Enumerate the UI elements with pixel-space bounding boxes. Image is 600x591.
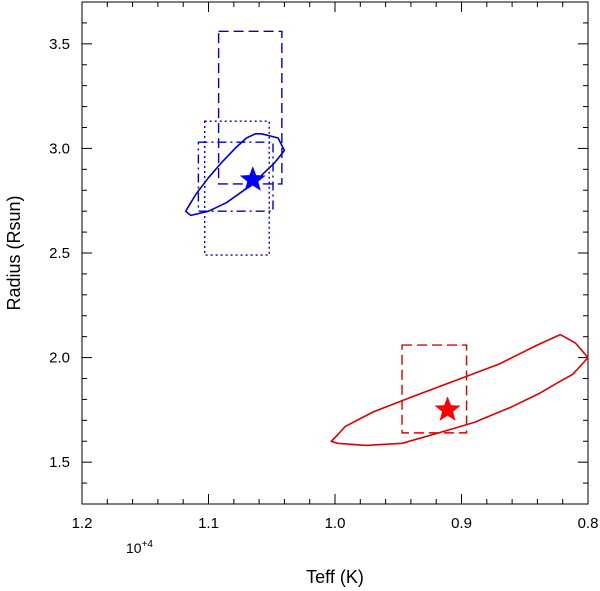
- y-tick-label: 3.0: [49, 140, 70, 157]
- tick-labels: 1.2 1.1 1.0 0.9 0.8 1.5 2.0 2.5 3.0 3.5: [49, 36, 598, 532]
- y-tick-label: 2.0: [49, 350, 70, 367]
- red-component: [330, 333, 589, 447]
- x-tick-label: 1.2: [72, 515, 93, 532]
- blue-component-dotted-box: [204, 120, 270, 256]
- y-tick-label: 1.5: [49, 454, 70, 471]
- blue-component-dashed-box: [217, 30, 283, 185]
- x-tick-label: 0.8: [578, 515, 599, 532]
- red-component-star-marker: [434, 396, 461, 421]
- y-tick-label: 3.5: [49, 36, 70, 53]
- plot-frame: [81, 1, 589, 505]
- red-component-contour: [330, 333, 589, 447]
- axis-ticks: [81, 1, 589, 505]
- y-tick-label: 2.5: [49, 245, 70, 262]
- series-layer: [184, 30, 589, 447]
- x-tick-label: 1.0: [325, 515, 346, 532]
- blue-component: [184, 30, 286, 256]
- blue-component-contour: [184, 133, 286, 217]
- blue-component-star-marker: [239, 166, 266, 191]
- x-tick-label: 0.9: [451, 515, 472, 532]
- y-axis-title: Radius (Rsun): [4, 195, 24, 310]
- red-component-dashed-box: [401, 344, 468, 434]
- x-tick-label: 1.1: [198, 515, 219, 532]
- x-axis-title: Teff (K): [306, 567, 364, 587]
- x-multiplier: 10+4: [126, 539, 153, 556]
- blue-component-dashdot-box: [197, 141, 274, 212]
